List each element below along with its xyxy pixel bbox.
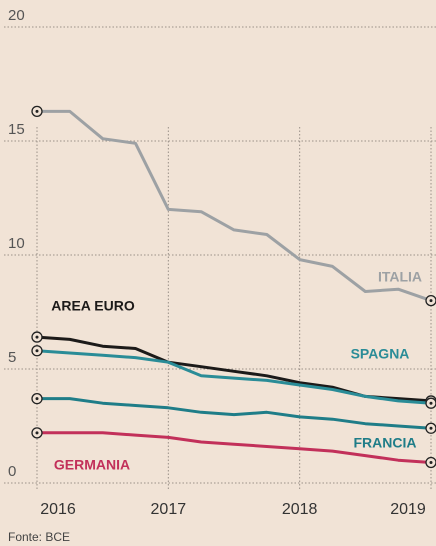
y-tick-label: 5 [8,349,16,366]
series-line [36,349,432,405]
x-tick-label: 2017 [151,501,187,518]
series-line [37,431,432,464]
end-dot [35,349,39,353]
end-dot [35,335,39,339]
series-line [37,397,432,430]
y-tick-label: 20 [8,7,25,24]
y-tick-label: 15 [8,121,25,138]
end-dot [429,401,433,405]
series-label: GERMANIA [54,457,130,473]
series-label: AREA EURO [51,298,135,314]
series-label: ITALIA [378,269,422,285]
series-label: FRANCIA [354,435,417,451]
series-label: SPAGNA [351,346,410,362]
series-line [37,109,432,303]
source: Fonte: BCE [8,530,70,544]
end-dot [35,397,39,401]
end-dot [429,460,433,464]
y-tick-label: 0 [8,463,16,480]
end-dot [429,299,433,303]
x-tick-label: 2018 [282,501,318,518]
y-tick-label: 10 [8,235,25,252]
end-dot [35,109,39,113]
x-tick-label: 2019 [390,501,426,518]
x-tick-label: 2016 [40,501,76,518]
end-dot [429,426,433,430]
end-dot [35,431,39,435]
